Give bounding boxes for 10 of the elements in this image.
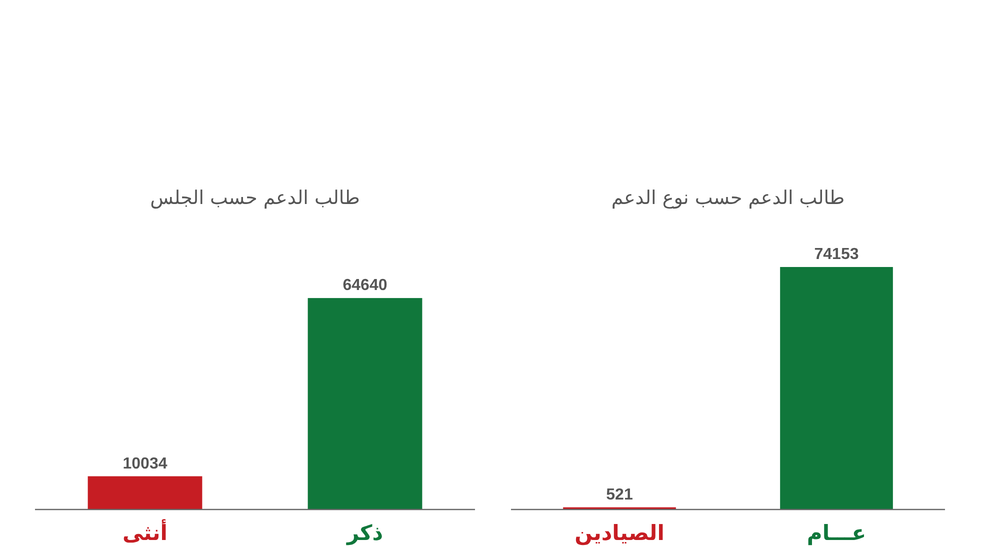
data-label: 74153 xyxy=(814,246,859,263)
x-tick-label: الصيادين xyxy=(574,521,664,546)
data-label: 64640 xyxy=(342,277,388,294)
x-tick-label: عـــام xyxy=(806,521,866,546)
x-tick-label: أنثى xyxy=(122,519,168,545)
chart-title: طالب الدعم حسب الجلس xyxy=(150,187,360,209)
x-tick-label: ذكر xyxy=(346,521,384,546)
data-label: 521 xyxy=(606,486,633,504)
data-label: 10034 xyxy=(122,455,168,472)
chart-title: طالب الدعم حسب نوع الدعم xyxy=(611,187,845,209)
